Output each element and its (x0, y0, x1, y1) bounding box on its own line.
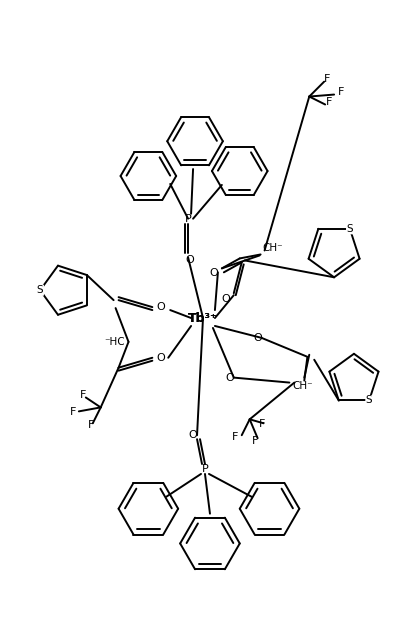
Text: S: S (365, 395, 371, 406)
Text: O: O (225, 372, 234, 383)
Text: F: F (337, 87, 343, 97)
Text: O: O (253, 333, 261, 343)
Text: CH⁻: CH⁻ (291, 381, 312, 390)
Text: F: F (258, 419, 264, 429)
Text: F: F (87, 420, 94, 430)
Text: F: F (251, 436, 257, 446)
Text: O: O (221, 294, 230, 304)
Text: CH⁻: CH⁻ (262, 242, 282, 253)
Text: F: F (79, 390, 86, 401)
Text: O: O (156, 302, 164, 312)
Text: S: S (37, 285, 43, 296)
Text: O: O (209, 269, 218, 278)
Text: F: F (323, 74, 330, 84)
Text: P: P (201, 464, 208, 474)
Text: O: O (185, 255, 194, 265)
Text: P: P (184, 213, 191, 224)
Text: F: F (70, 408, 76, 417)
Text: Tb³⁺: Tb³⁺ (188, 312, 217, 324)
Text: O: O (156, 353, 164, 363)
Text: F: F (231, 432, 237, 442)
Text: S: S (346, 224, 352, 234)
Text: Tb³⁺: Tb³⁺ (188, 312, 217, 324)
Text: ⁻HC: ⁻HC (104, 337, 125, 347)
Text: F: F (325, 97, 332, 106)
Text: O: O (188, 430, 197, 440)
